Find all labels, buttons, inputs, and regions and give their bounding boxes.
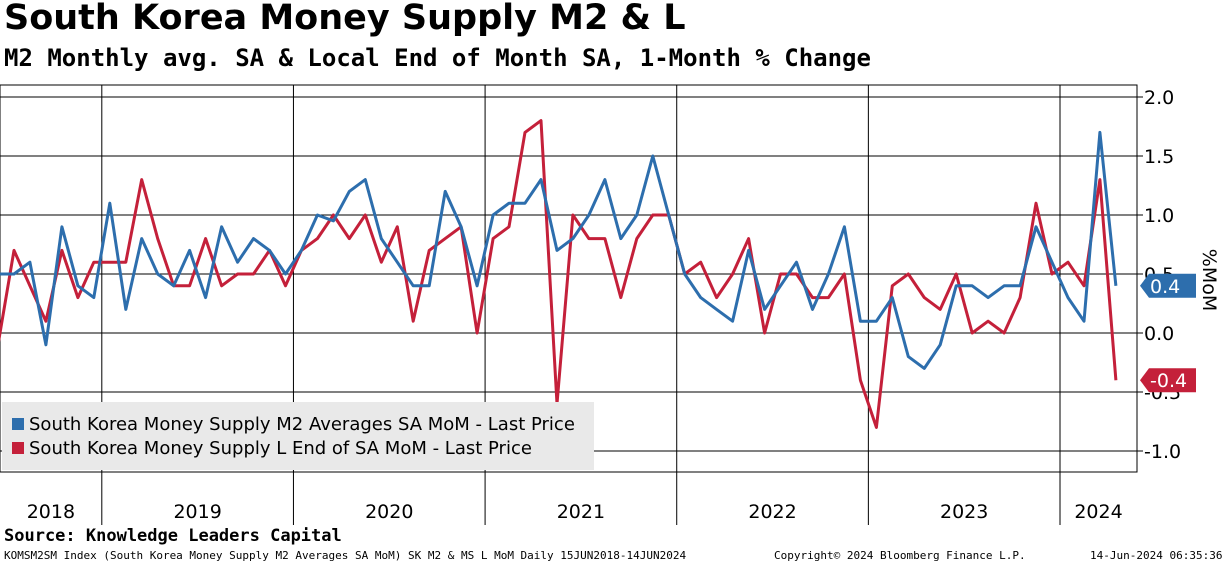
legend-label-l: South Korea Money Supply L End of SA MoM… [29,437,532,459]
chart-title: South Korea Money Supply M2 & L [4,0,686,38]
last-value-tag-m2 [1140,273,1196,298]
y-tick-label-0: -1.0 [1144,441,1181,463]
x-tick-label-2024: 2024 [1074,501,1122,523]
footer-timestamp: 14-Jun-2024 06:35:36 [1090,549,1223,562]
legend-swatch-l [12,442,24,454]
y-tick-label-4: 1.0 [1144,205,1174,227]
source-note: Source: Knowledge Leaders Capital [4,526,342,546]
footer-copyright: Copyright© 2024 Bloomberg Finance L.P. [774,549,1026,562]
legend-label-m2: South Korea Money Supply M2 Averages SA … [29,413,575,435]
legend-swatch-m2 [12,418,24,430]
chart-subtitle: M2 Monthly avg. SA & Local End of Month … [4,44,871,72]
x-tick-label-2019: 2019 [173,501,221,523]
legend: South Korea Money Supply M2 Averages SA … [2,402,594,470]
last-value-label-l: -0.4 [1150,370,1187,392]
footer-index-info: KOMSM2SM Index (South Korea Money Supply… [4,549,687,562]
legend-item-m2: South Korea Money Supply M2 Averages SA … [12,412,575,436]
last-value-tag-l [1140,368,1196,393]
series-line-m2 [0,130,1118,370]
x-tick-label-2021: 2021 [557,501,605,523]
x-tick-label-2020: 2020 [365,501,413,523]
y-axis-label: %MoM [1198,249,1220,311]
y-tick-label-2: 0.0 [1144,323,1174,345]
x-tick-label-2018: 2018 [27,501,75,523]
y-tick-label-5: 1.5 [1144,146,1174,168]
x-tick-label-2023: 2023 [940,501,988,523]
last-value-label-m2: 0.4 [1150,276,1180,298]
y-tick-label-6: 2.0 [1144,87,1174,109]
x-tick-label-2022: 2022 [748,501,796,523]
legend-item-l: South Korea Money Supply L End of SA MoM… [12,436,532,460]
